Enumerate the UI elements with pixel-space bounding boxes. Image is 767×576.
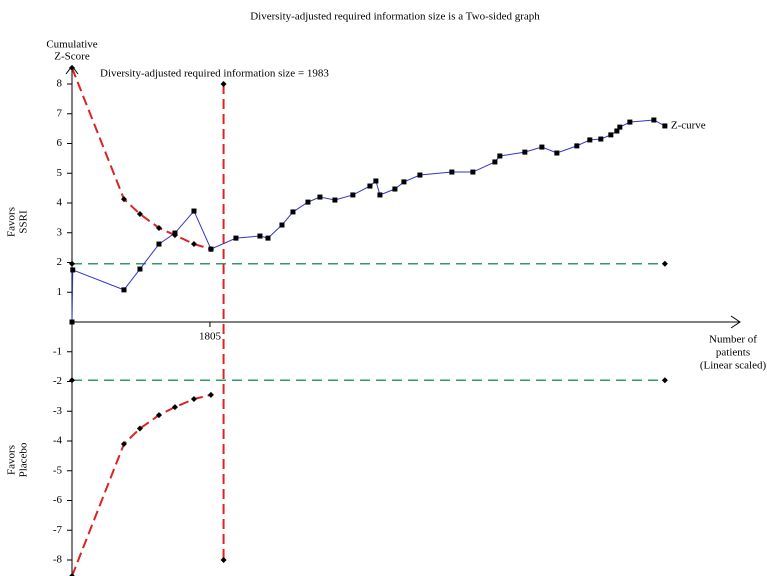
z-point (522, 149, 528, 155)
favors-label: Placebo (18, 442, 30, 477)
boundary-marker (661, 377, 668, 384)
y-tick-label: 4 (57, 197, 63, 209)
z-point (350, 192, 356, 198)
boundary-point (136, 211, 143, 218)
z-point (172, 230, 178, 236)
z-point (539, 144, 545, 150)
z-curve (71, 119, 666, 323)
z-point (401, 179, 407, 185)
boundary-point (120, 196, 127, 203)
y-tick-label: -1 (53, 345, 62, 357)
y-tick-label: 2 (57, 256, 63, 268)
y-tick-label: 6 (57, 137, 63, 149)
boundary-point (136, 425, 143, 432)
z-point (598, 136, 604, 142)
boundary-marker (69, 260, 75, 267)
z-point (492, 159, 498, 165)
y-tick-label: -6 (53, 494, 63, 506)
monitoring-boundary (71, 67, 212, 251)
z-point (392, 186, 398, 192)
z-point (617, 124, 623, 130)
z-point (614, 128, 620, 134)
ris-label: Diversity-adjusted required information … (100, 68, 329, 80)
monitoring-boundary (71, 393, 212, 576)
z-point (449, 169, 455, 175)
boundary-marker (661, 260, 668, 267)
boundary-point (190, 396, 197, 403)
favors-label: Favors (6, 445, 18, 475)
z-point (373, 178, 379, 184)
z-point (554, 150, 560, 156)
x-tick-label: 1805 (199, 331, 222, 343)
z-point (470, 169, 476, 175)
z-point (497, 153, 503, 159)
z-point (70, 267, 76, 273)
z-point (332, 197, 338, 203)
boundary-point (120, 440, 127, 447)
x-axis-label: Number of (709, 334, 757, 346)
y-tick-label: -5 (53, 464, 63, 476)
z-point (305, 199, 311, 205)
y-tick-label: 8 (57, 78, 63, 90)
z-point (191, 208, 197, 214)
ris-marker (220, 81, 227, 87)
x-axis-arrow (730, 315, 741, 329)
y-tick-label: -3 (53, 405, 63, 417)
z-point (627, 119, 633, 125)
favors-label: SSRI (18, 210, 30, 234)
y-tick-label: 1 (57, 286, 63, 298)
z-point (367, 183, 373, 189)
boundary-point (171, 404, 178, 411)
y-tick-label: 7 (57, 107, 63, 119)
z-point (317, 194, 323, 200)
z-point (574, 143, 580, 149)
boundary-point (69, 573, 75, 576)
y-tick-label: -7 (53, 524, 63, 536)
z-point (377, 192, 383, 198)
x-axis-label: patients (716, 347, 750, 359)
y-tick-label: 5 (57, 167, 63, 179)
boundary-marker (69, 377, 75, 384)
boundary-point (155, 412, 162, 419)
y-tick-label: -2 (53, 375, 62, 387)
chart-title: Diversity-adjusted required information … (250, 11, 540, 23)
z-point (662, 123, 668, 129)
ris-marker (220, 557, 227, 563)
z-point (417, 172, 423, 178)
boundary-point (207, 391, 214, 398)
z-point (265, 235, 271, 241)
z-point (651, 117, 657, 123)
z-point (587, 137, 593, 143)
z-point (208, 246, 214, 252)
z-point (69, 319, 75, 325)
z-point (608, 132, 614, 138)
series-label: Z-curve (671, 119, 706, 131)
y-axis-label: Cumulative (46, 39, 97, 51)
z-point (279, 222, 285, 228)
z-point (290, 209, 296, 215)
z-point (233, 235, 239, 241)
z-point (121, 287, 127, 293)
z-point (156, 241, 162, 247)
boundary-point (155, 224, 162, 231)
y-tick-label: 3 (57, 226, 63, 238)
favors-label: Favors (6, 207, 18, 237)
z-point (257, 233, 263, 239)
y-axis-label: Z-Score (54, 51, 90, 63)
y-tick-label: -4 (53, 435, 63, 447)
x-axis-label: (Linear scaled) (700, 360, 767, 372)
boundary-point (69, 64, 75, 71)
boundary-point (190, 241, 197, 248)
z-point (137, 266, 143, 272)
y-tick-label: -8 (53, 554, 63, 566)
